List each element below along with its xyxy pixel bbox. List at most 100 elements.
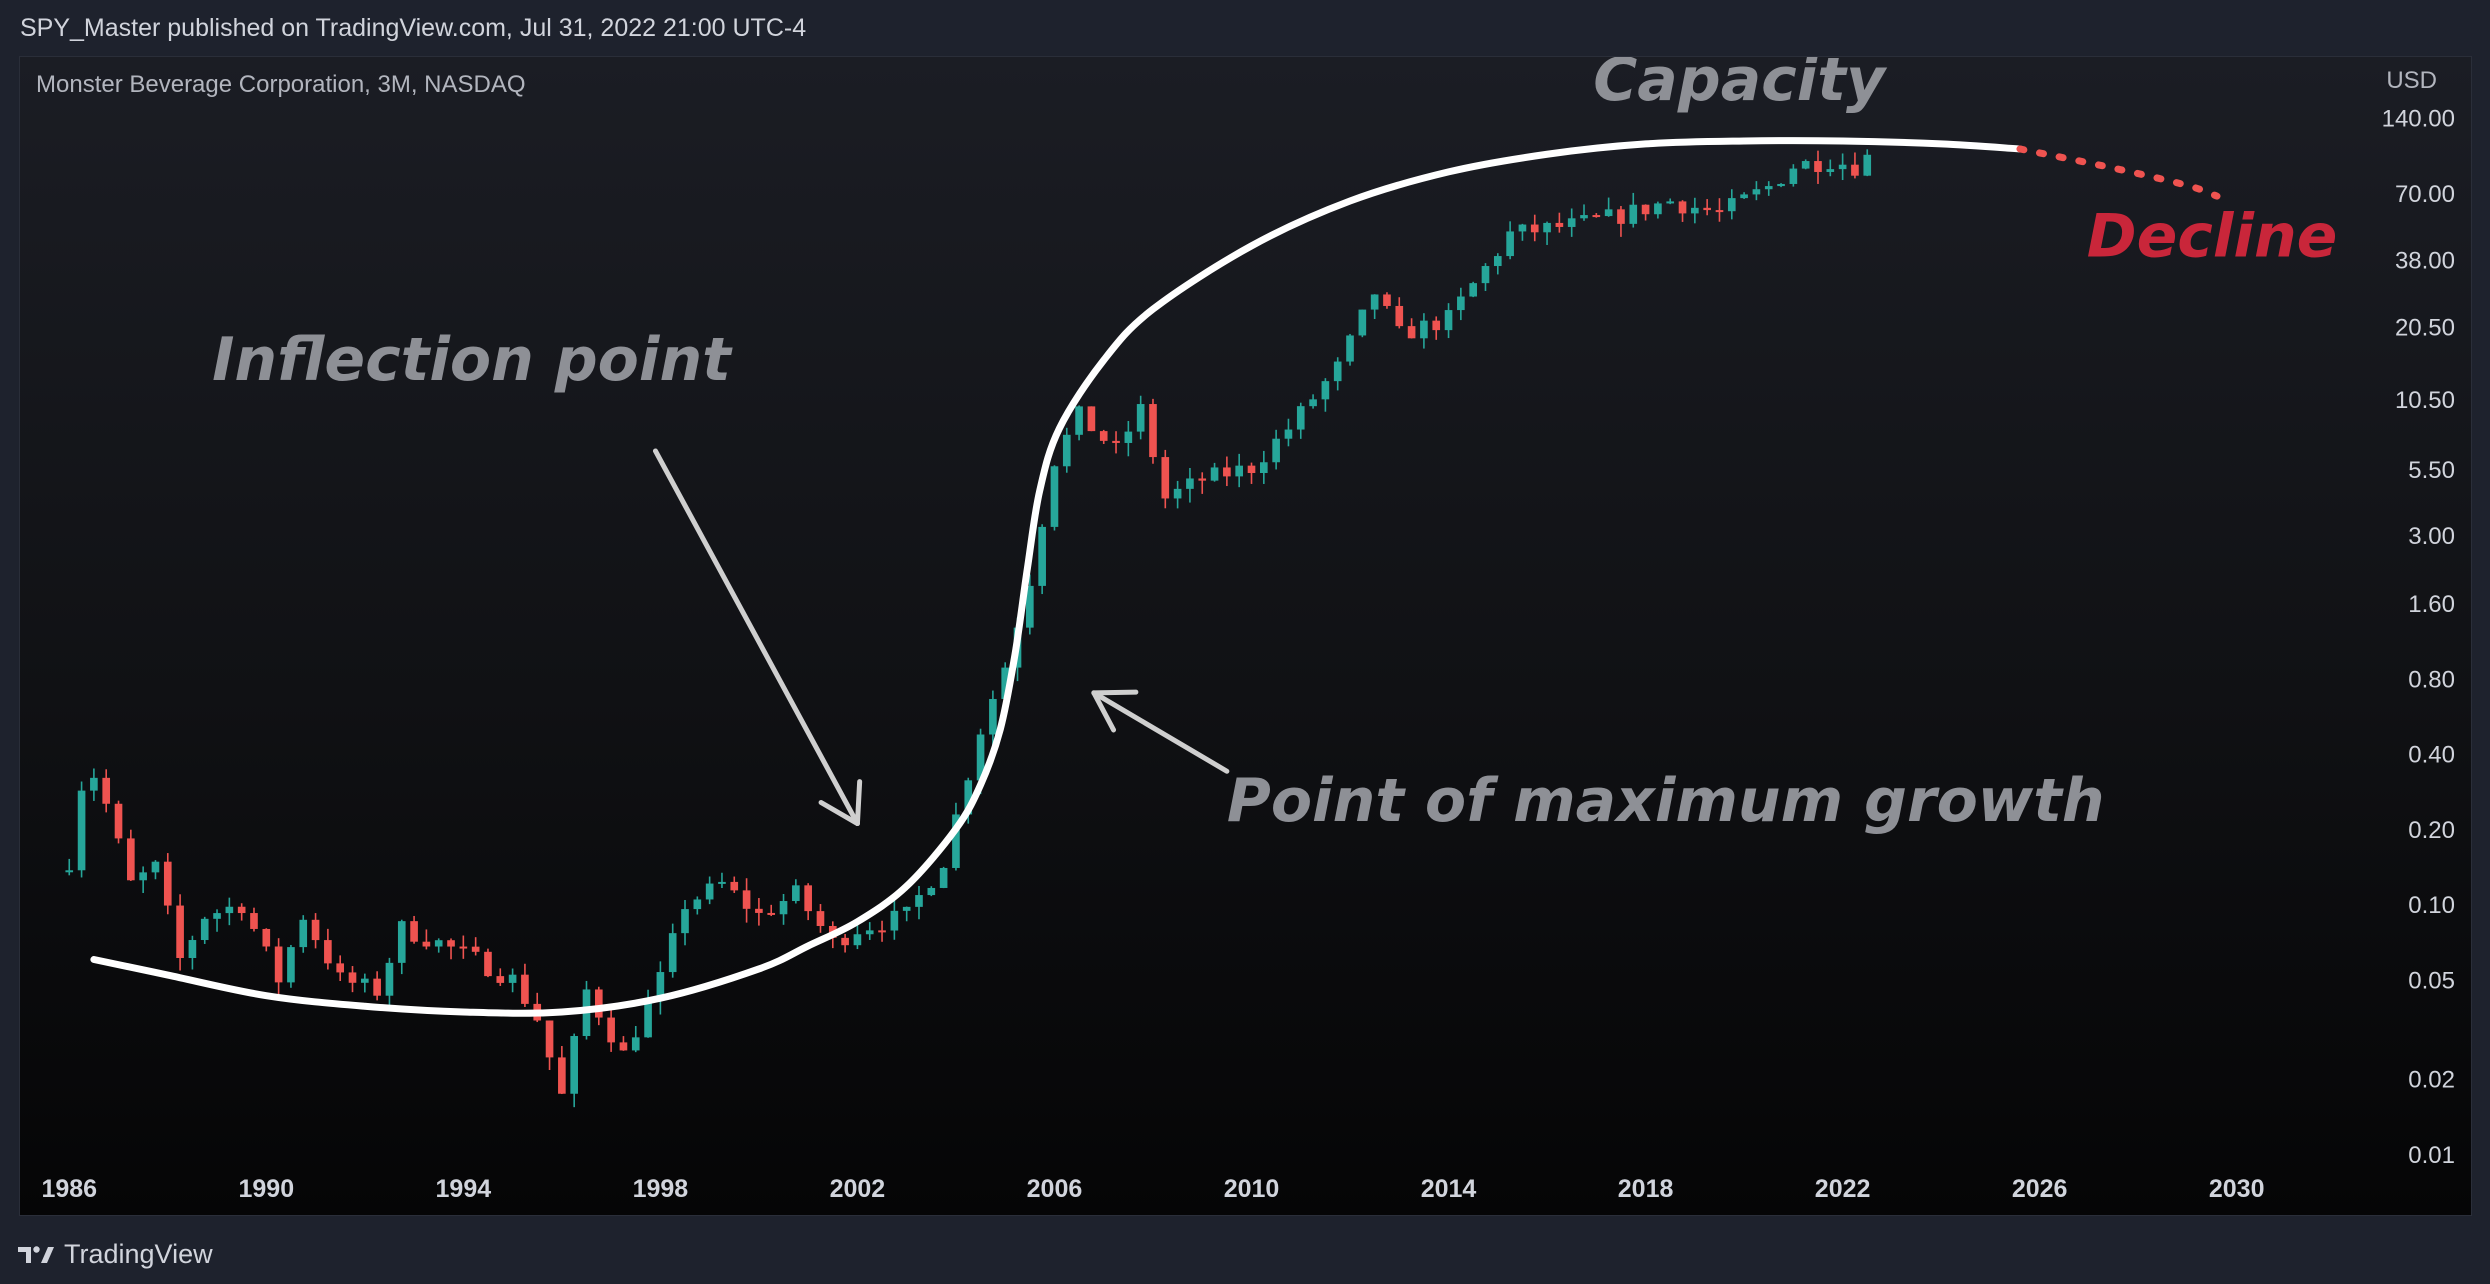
candle [1493,253,1502,275]
y-tick-label: 20.50 [2395,314,2455,341]
y-tick-label: 140.00 [2382,106,2455,133]
candle [1062,427,1071,473]
candle [718,872,726,889]
annotation-arrow [652,448,863,827]
candle-body [878,930,886,933]
candle [656,961,665,1015]
candle [114,800,123,844]
candle [422,929,431,950]
candle-body [1777,183,1785,187]
candle-body [1210,467,1219,481]
chart-svg[interactable]: Capacity Decline Inflection point Point of … [20,57,2471,1215]
candle-body [1383,294,1391,306]
candle [1247,462,1256,484]
candle [1186,467,1194,503]
candle-body [508,974,517,983]
candle-body [545,1020,554,1058]
candle-body [1851,164,1859,176]
candle-body [1580,215,1588,219]
candle-body [1026,585,1034,628]
candle [1789,164,1798,187]
candle [1764,181,1773,196]
candle [1777,183,1785,188]
candle-body [1691,207,1699,214]
y-tick-label: 0.02 [2408,1067,2455,1094]
candle [1703,199,1711,216]
candle [558,1046,566,1095]
candle-body [668,933,677,973]
y-tick-label: 0.40 [2408,742,2455,769]
candle [1567,208,1576,237]
candle [1346,333,1354,366]
candle [792,879,800,904]
candle [77,781,86,878]
candle [1432,316,1441,340]
candle [681,900,689,946]
candle [348,966,357,993]
candle-body [410,921,418,942]
x-tick-label: 1998 [633,1175,689,1203]
candle [890,899,899,940]
candle-body [1727,198,1736,212]
chart-pane[interactable]: Capacity Decline Inflection point Point of … [19,56,2472,1216]
candle [1112,431,1120,454]
x-tick-label: 2022 [1815,1175,1871,1203]
candle [1838,153,1847,181]
candle-body [1604,209,1613,217]
candle-body [262,928,271,947]
candle [447,938,455,960]
candle [250,907,258,932]
candle [200,916,209,944]
candle-body [558,1057,566,1094]
candle-body [1186,478,1194,489]
candle [878,920,886,942]
candle [1198,472,1207,494]
candle-body [594,989,603,1018]
candle [521,963,529,1007]
candle-body [927,887,936,896]
x-tick-label: 2014 [1421,1175,1477,1203]
candle-body [767,912,776,915]
candle-body [1764,186,1773,190]
candle-body [114,803,123,839]
candle-body [619,1042,628,1051]
candle [1629,192,1638,228]
candle [989,690,997,746]
candle-body [1235,465,1244,477]
candle [324,928,332,970]
published-line: SPY_Master published on TradingView.com,… [20,14,807,42]
candle [90,768,98,801]
candle [1235,453,1244,488]
candle-body [644,1000,652,1038]
candle [484,948,492,978]
candle-body [804,885,812,912]
candle [496,968,505,986]
candle-body [287,947,295,983]
footer-brand: TradingView [64,1239,213,1269]
candle-body [127,838,135,881]
candle-body [459,946,468,949]
candle-body [1370,294,1379,310]
candle [1444,303,1453,339]
x-tick-label: 2018 [1618,1175,1674,1203]
candle [1383,292,1391,309]
candle [1863,149,1872,177]
candle-body [1481,266,1490,284]
candle-body [176,905,184,958]
candle-body [1321,381,1330,400]
candle-body [1247,465,1256,474]
candle [1038,524,1046,595]
candle-body [1469,283,1477,297]
y-tick-label: 0.10 [2408,892,2455,919]
candle-body [853,934,862,946]
candle-body [902,906,911,911]
candle-body [1641,204,1650,215]
candle [1617,205,1625,237]
candle-body [1506,231,1514,257]
x-tick-label: 1986 [41,1175,97,1203]
candle-body [1703,207,1711,211]
candle [1543,221,1551,245]
y-tick-label: 0.05 [2408,967,2455,994]
candle [1136,395,1145,440]
candle [299,915,308,953]
